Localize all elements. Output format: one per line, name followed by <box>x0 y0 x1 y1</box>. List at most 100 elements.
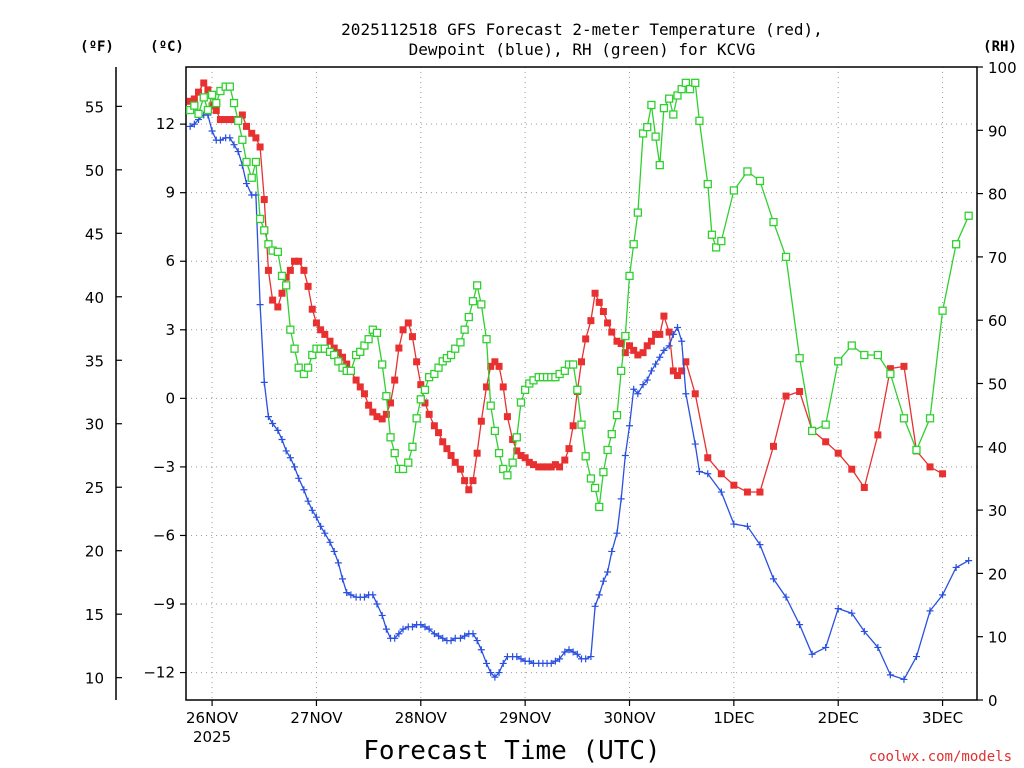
dewpoint-point <box>621 451 629 459</box>
temperature-point <box>874 431 882 439</box>
dewpoint-point <box>808 650 816 658</box>
dewpoint-point <box>525 657 533 665</box>
rh-point <box>508 458 517 467</box>
temperature-point <box>608 328 616 336</box>
temperature-point <box>195 88 203 96</box>
rh-point <box>629 240 638 249</box>
rh-point <box>229 98 239 108</box>
dewpoint-point <box>691 440 699 448</box>
series-layer <box>186 78 973 683</box>
rh-tick-label: 20 <box>988 565 1007 583</box>
rh-tick-label: 50 <box>988 376 1007 394</box>
rh-point <box>416 395 425 404</box>
rh-tick-label: 10 <box>988 629 1007 647</box>
temperature-point <box>456 465 464 473</box>
temperature-point <box>425 410 433 418</box>
temperature-point <box>369 408 377 416</box>
rh-point <box>577 420 586 429</box>
dewpoint-point <box>286 454 294 462</box>
rh-point <box>899 414 909 423</box>
dewpoint-point <box>339 575 347 583</box>
temperature-point <box>521 454 529 462</box>
temperature-point <box>499 383 507 391</box>
plot-frame <box>185 66 978 701</box>
rh-point <box>378 360 387 369</box>
celsius-axis-unit: (ºC) <box>150 39 184 55</box>
dewpoint-point <box>300 486 308 494</box>
rh-tick-label: 70 <box>988 249 1007 267</box>
dewpoint-point <box>565 646 573 654</box>
rh-point <box>468 297 478 306</box>
rh-point <box>490 426 500 436</box>
rh-point <box>834 357 843 366</box>
rh-point <box>617 366 626 375</box>
grid-lines <box>186 67 977 700</box>
temperature-point <box>604 319 612 327</box>
temperature-point <box>352 376 360 384</box>
rh-line <box>189 81 970 508</box>
rh-point <box>873 350 883 360</box>
dewpoint-point <box>312 513 320 521</box>
dewpoint-point <box>591 602 599 610</box>
temperature-point <box>304 282 312 290</box>
temperature-point <box>365 401 373 409</box>
fahrenheit-tick-label: 20 <box>85 543 104 561</box>
fahrenheit-tick-label: 10 <box>85 670 104 688</box>
rh-point <box>477 300 486 309</box>
dewpoint-point <box>834 605 842 613</box>
dewpoint-point <box>330 547 338 555</box>
rh-point <box>621 331 630 341</box>
rh-point <box>382 392 391 401</box>
dewpoint-point <box>491 673 499 681</box>
temperature-point <box>565 445 573 453</box>
dewpoint-point <box>382 625 390 633</box>
temperature-point <box>551 461 559 469</box>
rh-point <box>434 363 443 372</box>
dewpoint-point <box>569 648 577 656</box>
rh-point <box>346 366 356 375</box>
temperature-point <box>243 122 251 130</box>
temperature-point <box>634 351 642 359</box>
celsius-tick-label: 9 <box>165 184 175 202</box>
temperature-point <box>678 367 686 375</box>
rh-point <box>264 240 273 249</box>
dewpoint-point <box>647 367 655 375</box>
rh-point <box>186 105 195 115</box>
rh-point <box>190 101 199 110</box>
series-temperature <box>186 79 947 496</box>
dewpoint-point <box>599 577 607 585</box>
rh-point <box>707 230 717 239</box>
rh-point <box>581 452 590 461</box>
dewpoint-point <box>469 630 477 638</box>
dewpoint-point <box>461 632 469 640</box>
x-tick-label: 3DEC <box>922 709 963 727</box>
dewpoint-point <box>660 346 668 354</box>
dewpoint-point <box>652 360 660 368</box>
series-dewpoint <box>186 111 973 683</box>
rh-tick-label: 30 <box>988 502 1007 520</box>
fahrenheit-tick-label: 30 <box>85 416 104 434</box>
dewpoint-point <box>435 632 443 640</box>
temperature-point <box>399 326 407 334</box>
rh-point <box>586 474 596 483</box>
fahrenheit-tick-label: 45 <box>85 225 104 243</box>
rh-point <box>781 252 791 262</box>
x-tick-label: 26NOV <box>186 709 239 727</box>
dewpoint-point <box>551 657 559 665</box>
rh-point <box>821 420 830 429</box>
temperature-point <box>886 365 894 373</box>
dewpoint-point <box>595 591 603 599</box>
temperature-point <box>248 129 256 137</box>
temperature-point <box>395 344 403 352</box>
temperature-point <box>756 488 764 496</box>
temperature-point <box>330 344 338 352</box>
temperature-point <box>561 456 569 464</box>
rh-point <box>569 360 578 369</box>
dewpoint-point <box>216 136 224 144</box>
rh-tick-label: 0 <box>988 692 998 710</box>
credit-text: coolwx.com/models <box>869 749 1012 765</box>
dewpoint-point <box>796 621 804 629</box>
rh-point <box>286 325 295 334</box>
temperature-point <box>822 438 830 446</box>
rh-point <box>951 240 961 249</box>
